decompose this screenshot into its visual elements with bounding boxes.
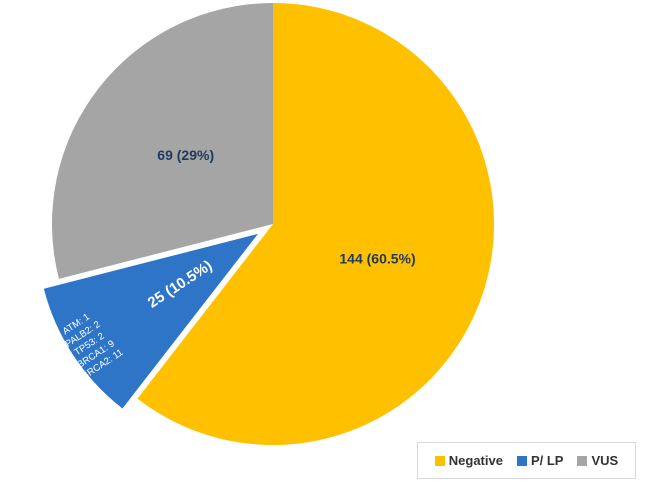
pie-slice-p-lp bbox=[43, 233, 258, 409]
legend-swatch-vus bbox=[577, 455, 588, 466]
legend-label-negative: Negative bbox=[448, 453, 503, 468]
pie-slice-negative bbox=[137, 3, 495, 445]
legend-swatch-plp bbox=[516, 455, 527, 466]
legend-item-plp: P/ LP bbox=[516, 453, 564, 468]
legend-swatch-negative bbox=[434, 455, 445, 466]
slice-label-vus: 69 (29%) bbox=[157, 147, 214, 163]
chart-legend: Negative P/ LP VUS bbox=[417, 442, 636, 479]
pie-slice-vus bbox=[52, 3, 273, 279]
legend-label-plp: P/ LP bbox=[530, 453, 564, 468]
legend-item-vus: VUS bbox=[577, 453, 618, 468]
legend-label-vus: VUS bbox=[591, 453, 619, 468]
legend-item-negative: Negative bbox=[434, 453, 503, 468]
slice-label-negative: 144 (60.5%) bbox=[339, 251, 415, 267]
